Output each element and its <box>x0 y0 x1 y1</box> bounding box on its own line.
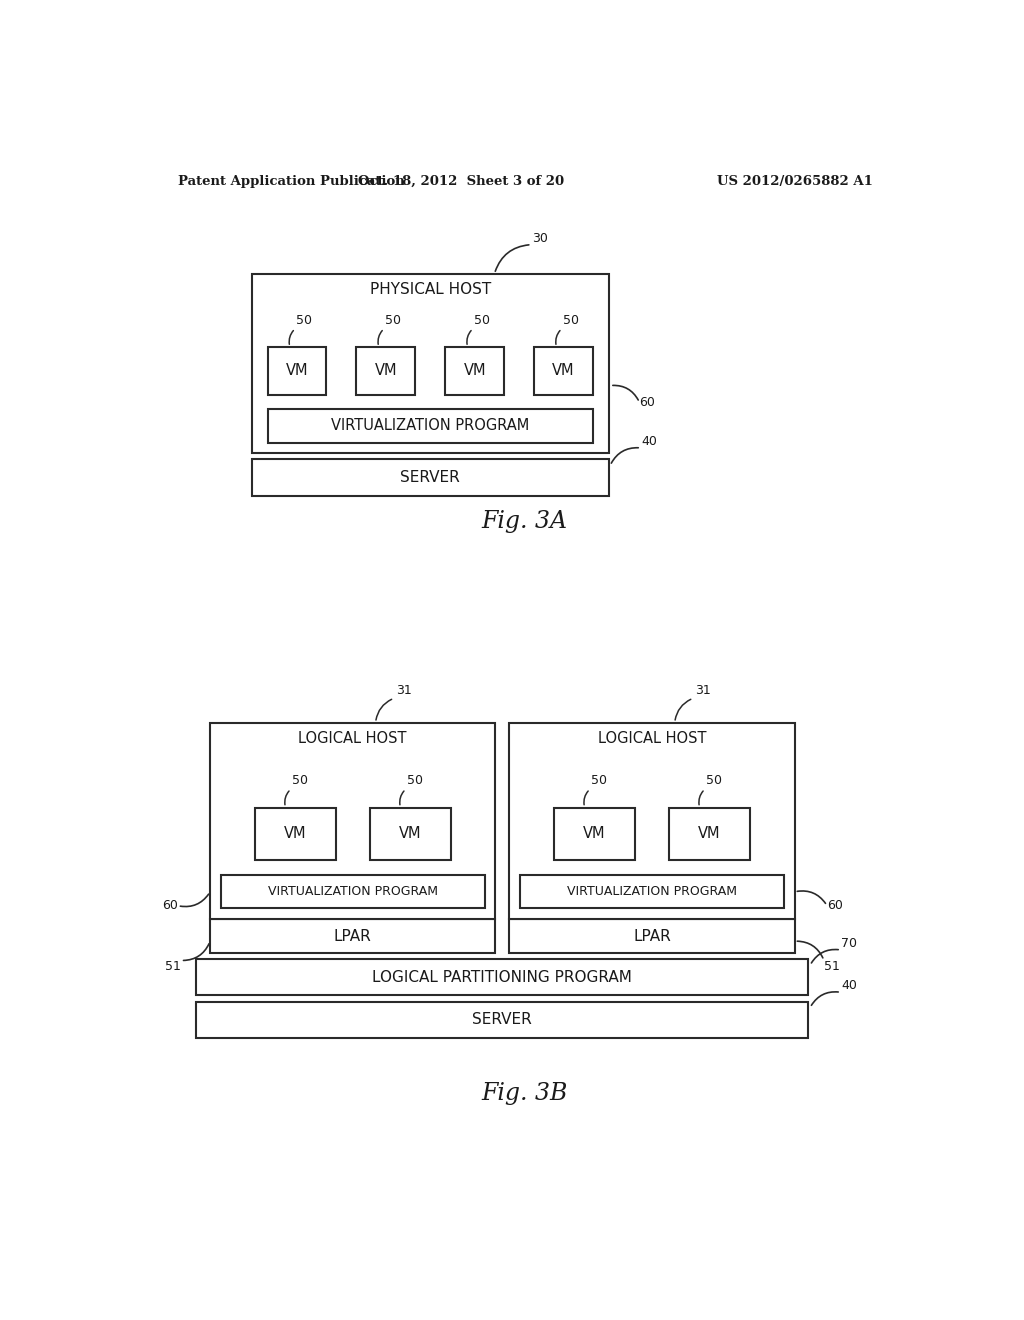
Bar <box>252 459 608 496</box>
Text: LOGICAL HOST: LOGICAL HOST <box>299 731 407 746</box>
Text: 40: 40 <box>641 434 657 447</box>
Text: 51: 51 <box>165 961 180 973</box>
Text: 30: 30 <box>531 231 548 244</box>
Text: Fig. 3A: Fig. 3A <box>482 511 567 533</box>
Text: VIRTUALIZATION PROGRAM: VIRTUALIZATION PROGRAM <box>331 418 529 433</box>
Text: VM: VM <box>375 363 397 379</box>
Text: Oct. 18, 2012  Sheet 3 of 20: Oct. 18, 2012 Sheet 3 of 20 <box>358 176 564 187</box>
Text: VM: VM <box>464 363 486 379</box>
Bar <box>197 1002 809 1038</box>
Bar <box>210 723 496 919</box>
Bar <box>509 723 795 919</box>
Text: SERVER: SERVER <box>472 1012 532 1027</box>
Text: 50: 50 <box>296 314 312 327</box>
Bar <box>210 919 496 953</box>
Bar <box>509 919 795 953</box>
Text: LOGICAL PARTITIONING PROGRAM: LOGICAL PARTITIONING PROGRAM <box>373 970 632 985</box>
Text: US 2012/0265882 A1: US 2012/0265882 A1 <box>717 176 872 187</box>
Text: 50: 50 <box>407 775 423 788</box>
Bar <box>520 875 783 908</box>
Text: LPAR: LPAR <box>334 928 372 944</box>
Text: 50: 50 <box>562 314 579 327</box>
Text: VM: VM <box>284 826 306 841</box>
Text: VIRTUALIZATION PROGRAM: VIRTUALIZATION PROGRAM <box>267 886 437 899</box>
Text: VIRTUALIZATION PROGRAM: VIRTUALIZATION PROGRAM <box>567 886 737 899</box>
Text: 50: 50 <box>474 314 489 327</box>
Bar <box>554 808 635 859</box>
Text: VM: VM <box>584 826 605 841</box>
Text: 31: 31 <box>395 684 412 697</box>
Bar <box>197 960 809 995</box>
Text: VM: VM <box>698 826 721 841</box>
Text: 51: 51 <box>824 961 840 973</box>
Text: LPAR: LPAR <box>633 928 671 944</box>
Text: 40: 40 <box>841 979 857 993</box>
Bar <box>255 808 336 859</box>
Bar <box>267 347 327 395</box>
Text: 31: 31 <box>695 684 711 697</box>
Bar <box>221 875 484 908</box>
Text: 50: 50 <box>385 314 401 327</box>
Text: LOGICAL HOST: LOGICAL HOST <box>598 731 707 746</box>
Bar <box>535 347 593 395</box>
Text: 50: 50 <box>591 775 607 788</box>
Text: SERVER: SERVER <box>400 470 460 484</box>
Text: PHYSICAL HOST: PHYSICAL HOST <box>370 281 490 297</box>
Bar <box>267 409 593 442</box>
Bar <box>669 808 750 859</box>
Text: Patent Application Publication: Patent Application Publication <box>178 176 406 187</box>
Text: VM: VM <box>399 826 422 841</box>
Bar <box>445 347 504 395</box>
Text: 50: 50 <box>706 775 722 788</box>
Text: 60: 60 <box>162 899 177 912</box>
Text: Fig. 3B: Fig. 3B <box>481 1082 568 1105</box>
Bar <box>356 347 416 395</box>
Text: 50: 50 <box>292 775 307 788</box>
Bar <box>370 808 451 859</box>
Text: VM: VM <box>552 363 574 379</box>
Text: 60: 60 <box>640 396 655 409</box>
Text: 60: 60 <box>827 899 843 912</box>
Text: 70: 70 <box>841 937 857 950</box>
Text: VM: VM <box>286 363 308 379</box>
Bar <box>252 275 608 453</box>
